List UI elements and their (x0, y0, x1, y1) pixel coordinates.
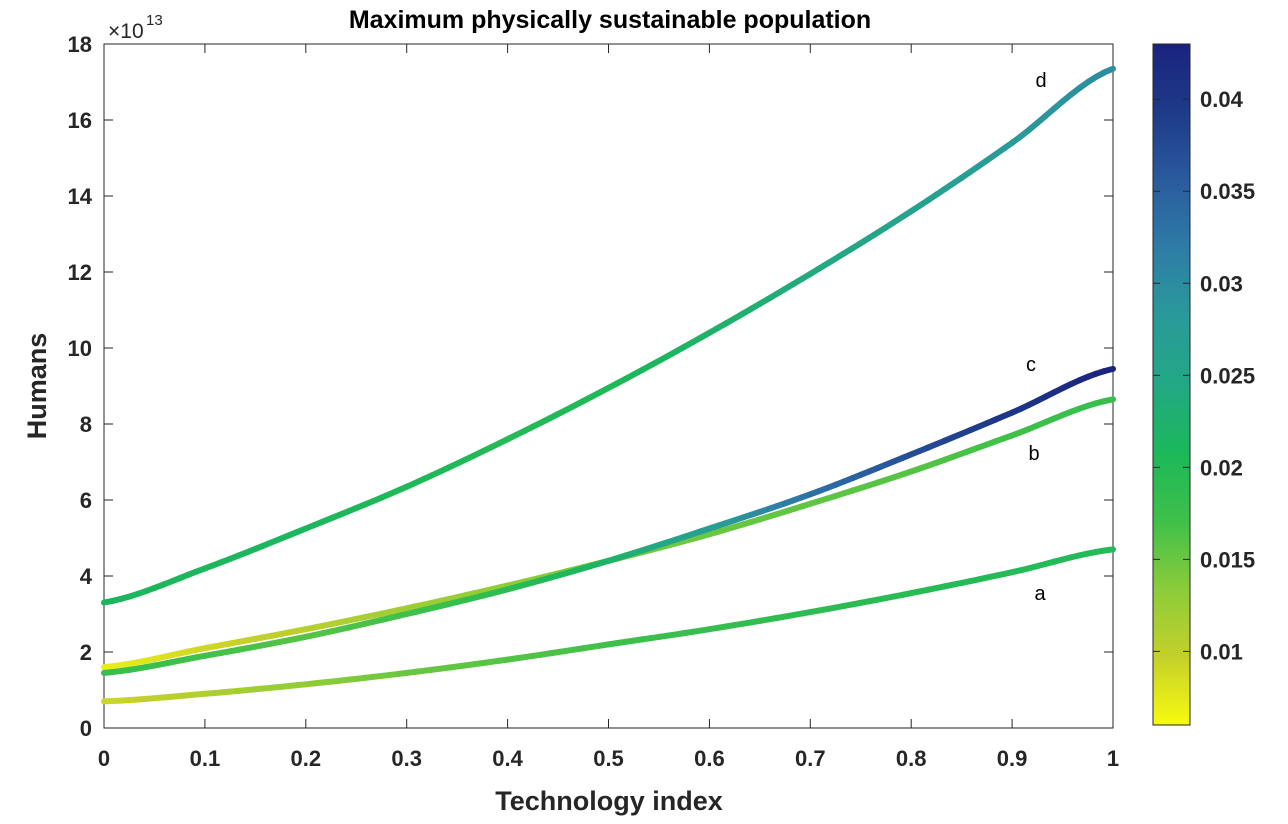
colorbar-gradient (1152, 43, 1191, 726)
plot-area: a b c d (101, 43, 1116, 729)
y-exponent-power: 13 (146, 12, 163, 29)
y-tick-label: 8 (80, 412, 92, 437)
x-tick-label: 0.5 (593, 746, 624, 771)
series-c-segment (1101, 365, 1116, 375)
colorbar-tick-label: 0.03 (1200, 271, 1243, 296)
colorbar: 0.01 0.015 0.02 0.025 0.03 0.035 0.04 (1152, 43, 1255, 726)
curve-label-d: d (1035, 70, 1046, 92)
x-tick-label: 0.7 (795, 746, 826, 771)
x-tick-label: 0.1 (190, 746, 221, 771)
series-d-line (101, 65, 1116, 606)
y-axis-ticks: 0 2 4 6 8 10 12 14 16 18 (68, 32, 1113, 741)
y-tick-label: 4 (80, 564, 93, 589)
series-a-line (101, 546, 1116, 705)
y-tick-label: 14 (68, 184, 93, 209)
colorbar-tick-label: 0.015 (1200, 547, 1255, 572)
x-tick-label: 0.8 (896, 746, 927, 771)
series-b-segment (1101, 396, 1116, 405)
colorbar-tick-label: 0.035 (1200, 179, 1255, 204)
y-tick-label: 10 (68, 336, 92, 361)
y-exponent: ×10 13 (108, 12, 163, 43)
series-a-segment (1101, 546, 1116, 554)
series-group (101, 65, 1116, 705)
colorbar-tick-label: 0.02 (1200, 455, 1243, 480)
y-exponent-base: ×10 (108, 20, 144, 43)
y-tick-label: 18 (68, 32, 92, 57)
curve-labels: a b c d (1026, 70, 1047, 605)
x-tick-label: 0.6 (694, 746, 725, 771)
y-tick-label: 0 (80, 716, 92, 741)
curve-label-a: a (1034, 583, 1046, 605)
series-c-line (101, 365, 1116, 676)
x-tick-label: 0 (98, 746, 110, 771)
y-tick-label: 16 (68, 108, 92, 133)
x-tick-label: 0.3 (391, 746, 422, 771)
x-tick-label: 0.9 (997, 746, 1028, 771)
y-tick-label: 12 (68, 260, 92, 285)
curve-label-b: b (1028, 443, 1039, 465)
x-tick-label: 0.2 (291, 746, 322, 771)
y-axis-label: Humans (22, 333, 52, 440)
x-tick-label: 0.4 (492, 746, 523, 771)
colorbar-tick-label: 0.04 (1200, 87, 1244, 112)
y-tick-label: 6 (80, 488, 92, 513)
y-tick-label: 2 (80, 640, 92, 665)
colorbar-tick-label: 0.01 (1200, 639, 1243, 664)
chart-title: Maximum physically sustainable populatio… (349, 6, 871, 34)
colorbar-tick-label: 0.025 (1200, 363, 1255, 388)
colorbar-ticks: 0.01 0.015 0.02 0.025 0.03 0.035 0.04 (1153, 87, 1255, 664)
x-tick-label: 1 (1107, 746, 1119, 771)
curve-label-c: c (1026, 354, 1036, 376)
series-d-segment (1101, 65, 1116, 76)
x-axis-ticks: 0 0.1 0.2 0.3 0.4 0.5 0.6 0.7 0.8 0.9 1 (98, 44, 1119, 771)
x-axis-label: Technology index (495, 786, 723, 816)
